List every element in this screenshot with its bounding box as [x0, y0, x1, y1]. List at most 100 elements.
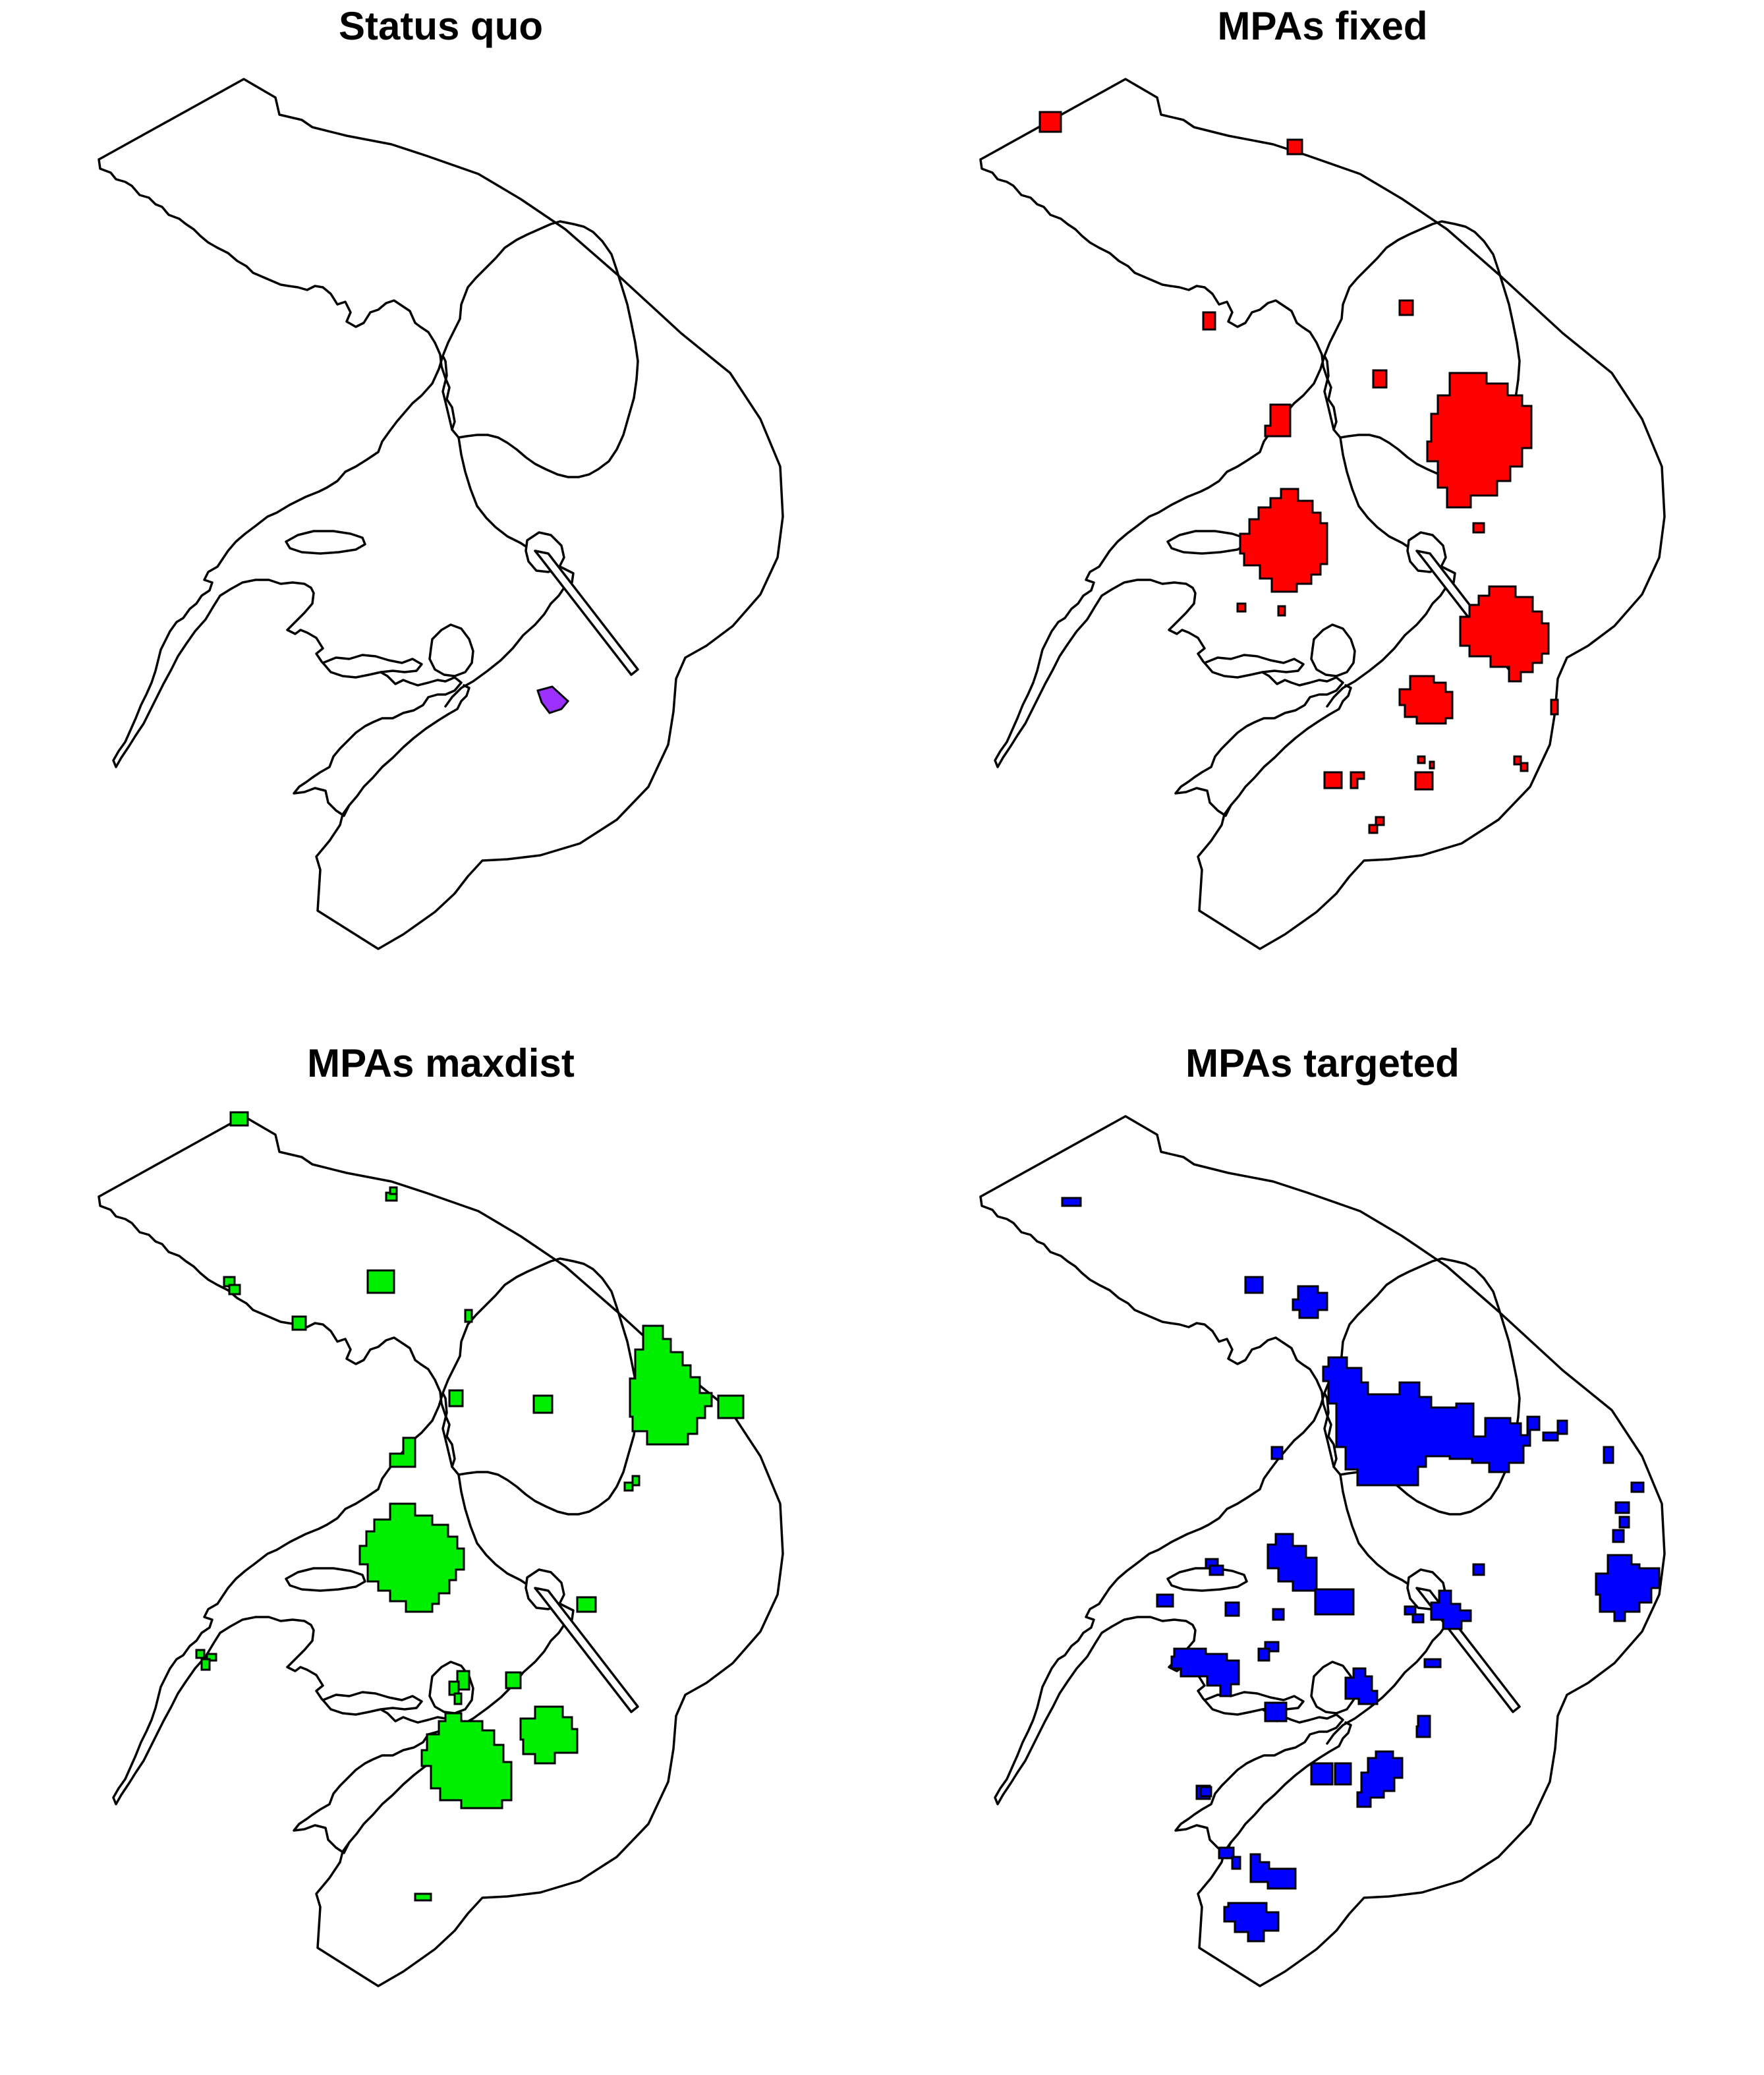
study-area-boundary	[980, 1115, 1666, 1987]
mpa-polygon	[1614, 1501, 1630, 1514]
coastline	[1326, 1624, 1447, 1745]
mpa-polygon	[623, 1481, 634, 1492]
mpa-polygon	[1472, 1563, 1485, 1576]
study-area-boundary	[98, 1115, 784, 1987]
mpa-polygon	[1603, 1446, 1614, 1464]
shipping-channel	[534, 550, 639, 676]
mpa-polygon	[1595, 1554, 1661, 1622]
island	[322, 1691, 423, 1716]
mpa-polygon	[717, 1394, 745, 1419]
mpa-polygon	[1286, 138, 1303, 156]
mpa-polygon	[1244, 1276, 1264, 1294]
mpa-polygon	[1350, 771, 1365, 789]
mpa-polygon	[1236, 602, 1247, 613]
map-maxdist	[98, 1111, 784, 1987]
mpa-polygon	[1415, 1715, 1431, 1738]
panel-title: Status quo	[339, 4, 543, 48]
base-map	[98, 1115, 784, 1987]
coastline	[1326, 586, 1447, 708]
panel-title: MPAs maxdist	[307, 1041, 575, 1085]
panel-mpas-maxdist: MPAs maxdist	[0, 1037, 882, 2074]
mpa-polygon	[1170, 1647, 1240, 1697]
island	[1310, 1661, 1356, 1715]
coastline	[994, 1392, 1344, 1854]
mpa-polygon	[1542, 1431, 1559, 1442]
island	[322, 654, 423, 679]
mpa-polygon	[1264, 1701, 1288, 1722]
mpa-polygon	[519, 1705, 579, 1765]
mpa-polygon	[1375, 816, 1385, 826]
mpa-polygon	[1277, 605, 1286, 617]
shipping-channel	[534, 1587, 639, 1713]
coastline	[994, 355, 1344, 817]
mpa-polygon	[1249, 1853, 1297, 1890]
mpa-polygon	[366, 1269, 395, 1294]
mpa-polygon	[536, 685, 570, 714]
mpa-polygon	[1156, 1593, 1174, 1608]
mpa-polygon	[1429, 760, 1435, 770]
mpa-polygon	[1264, 403, 1292, 438]
mpa-polygon	[629, 1324, 713, 1446]
mpa-polygon	[1344, 1667, 1379, 1705]
coastline	[98, 158, 456, 431]
island	[1166, 530, 1248, 555]
mpa-polygon	[389, 1186, 398, 1195]
mpa-polygon	[532, 1394, 554, 1414]
mpa-polygon	[1038, 111, 1062, 133]
mpa-polygon	[1323, 771, 1343, 789]
mpa-polygon	[1398, 299, 1414, 316]
mpa-polygon	[1430, 1589, 1472, 1630]
mpa-polygon	[1356, 1750, 1404, 1808]
mpa-polygon	[1322, 1356, 1541, 1487]
island	[1166, 1567, 1248, 1592]
map-fixed	[979, 78, 1666, 950]
mpa-polygon	[1209, 1564, 1224, 1576]
study-area-boundary	[980, 78, 1666, 950]
mpa-polygon	[1398, 675, 1454, 725]
island	[285, 1567, 366, 1592]
mpa-polygon	[1372, 369, 1388, 389]
mpa-polygon	[1202, 311, 1216, 331]
coastline	[112, 355, 463, 817]
mpa-polygon	[420, 1712, 513, 1809]
mpa-polygon	[291, 1315, 307, 1331]
mpa-polygon	[358, 1502, 465, 1613]
base-map	[979, 1115, 1666, 1987]
mpa-polygon	[1314, 1588, 1355, 1616]
mpa-polygon	[1199, 1786, 1212, 1798]
base-map	[979, 78, 1666, 950]
mpa-polygon	[1223, 1902, 1280, 1943]
panel-title: MPAs targeted	[1185, 1041, 1460, 1085]
coastline	[444, 586, 565, 708]
map-status-quo	[98, 78, 784, 950]
base-map	[98, 78, 784, 950]
mpa-polygon	[1612, 1529, 1625, 1543]
island	[1203, 1691, 1305, 1716]
mpa-polygon	[1417, 755, 1426, 764]
mpa-polygon	[1334, 1762, 1352, 1786]
coastline	[1323, 220, 1521, 478]
coastline	[457, 1473, 575, 1626]
mpa-polygon	[1368, 824, 1379, 834]
coastline	[1339, 436, 1456, 589]
mpa-polygon	[1270, 1446, 1284, 1460]
mpa-polygon	[1550, 698, 1559, 716]
mpa-polygon	[414, 1892, 432, 1902]
mpa-polygon	[1292, 1285, 1328, 1319]
island	[1203, 654, 1305, 679]
coastline	[441, 220, 639, 478]
mpa-polygon	[1266, 1533, 1318, 1592]
coastline	[457, 436, 575, 589]
mpa-polygon	[228, 1284, 241, 1295]
coastline	[979, 1195, 1338, 1468]
mpa-polygon	[1472, 522, 1485, 534]
mpa-polygon	[1310, 1762, 1334, 1786]
mpa-polygon	[576, 1596, 597, 1613]
island	[1310, 623, 1356, 677]
coastline	[98, 1195, 456, 1468]
coastline	[1230, 684, 1352, 807]
map-targeted	[979, 1115, 1666, 1987]
coastline	[1323, 1257, 1521, 1516]
mpa-polygon	[1411, 1613, 1425, 1624]
mpa-polygon	[229, 1111, 249, 1127]
